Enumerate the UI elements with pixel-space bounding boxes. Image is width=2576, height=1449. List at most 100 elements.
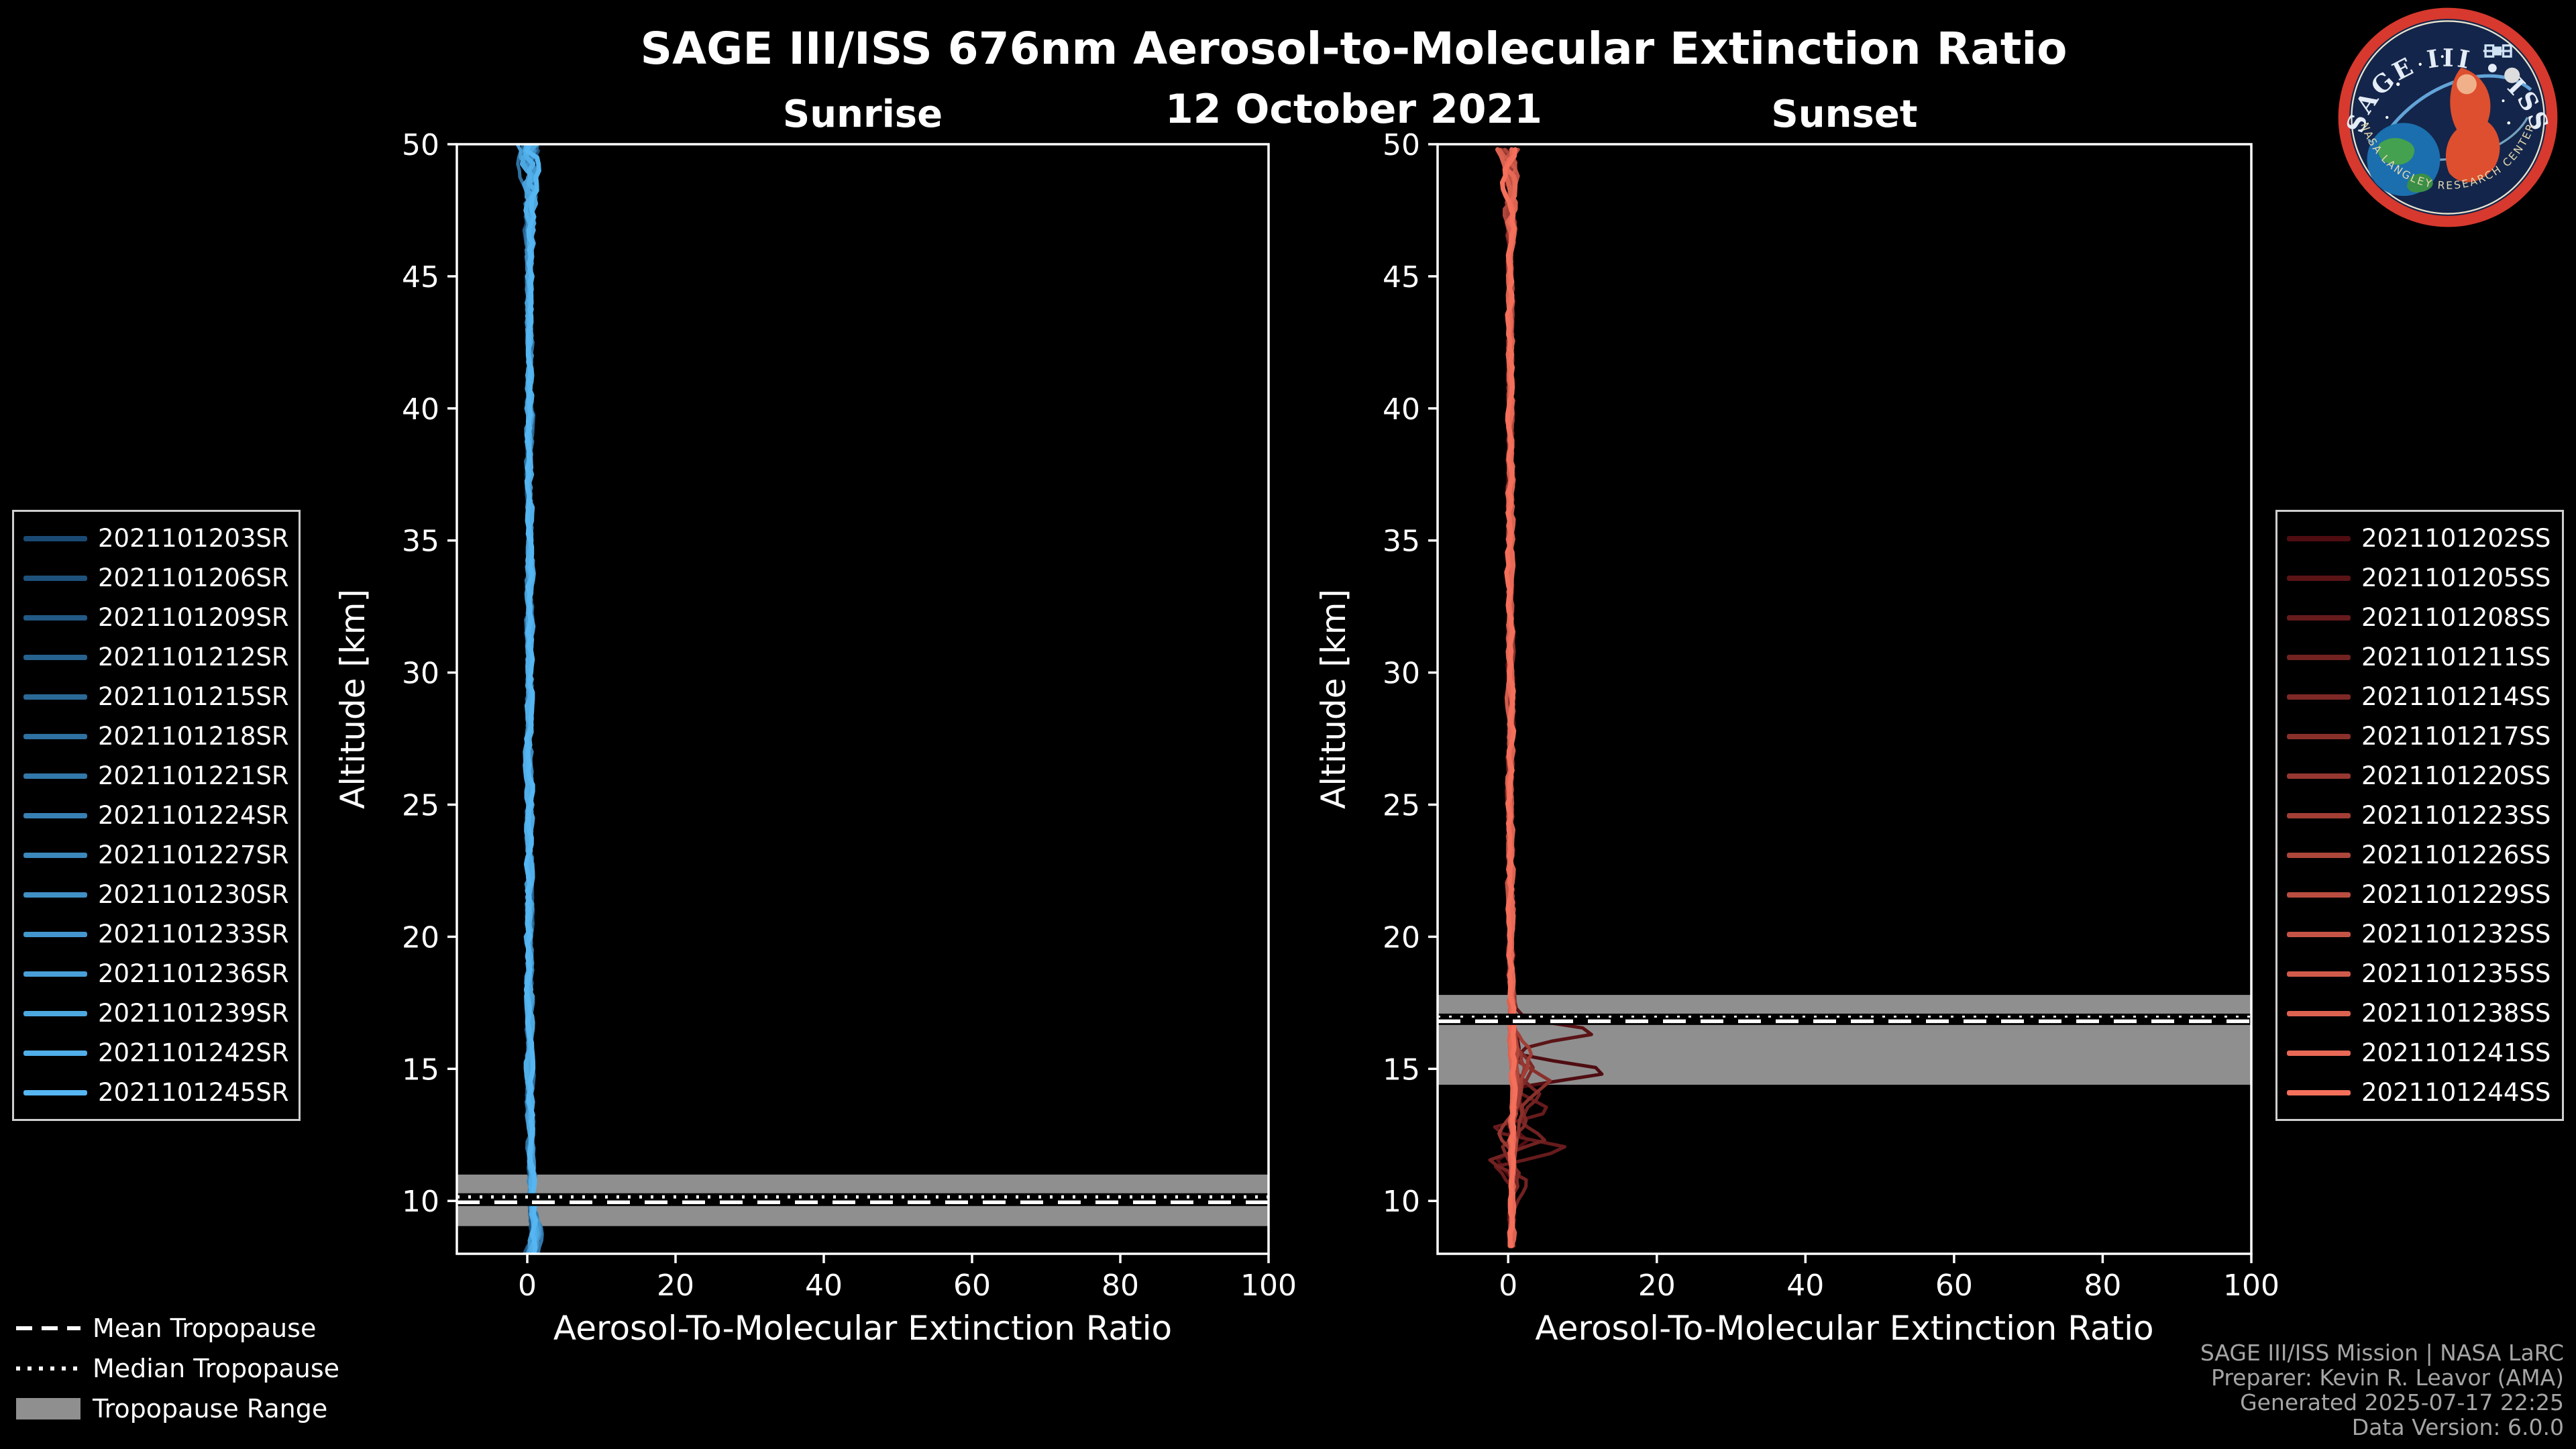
- x-tick-label: 0: [1499, 1269, 1517, 1303]
- legend-item-label: 2021101211SS: [2361, 643, 2551, 672]
- figure-title: SAGE III/ISS 676nm Aerosol-to-Molecular …: [640, 23, 2068, 74]
- legend-item-label: 2021101206SR: [98, 564, 289, 592]
- legend-item: 2021101203SR: [23, 519, 289, 558]
- legend-item-label: 2021101233SR: [98, 920, 289, 949]
- axes-frame: [455, 143, 1270, 1255]
- legend-item-label: 2021101242SR: [98, 1038, 289, 1067]
- legend-item: 2021101242SR: [23, 1033, 289, 1073]
- tropopause-range-band: [1438, 995, 2251, 1085]
- legend-item-label: 2021101226SS: [2361, 841, 2551, 869]
- legend-item: 2021101245SR: [23, 1073, 289, 1112]
- legend-item-label: 2021101230SR: [98, 880, 289, 909]
- legend-item-label: 2021101224SR: [98, 801, 289, 830]
- legend-item: 2021101214SS: [2287, 677, 2553, 716]
- profile-line-2021101245SR: [523, 144, 541, 1254]
- legend-line-swatch: [2287, 654, 2351, 660]
- legend-line-swatch: [2287, 535, 2351, 541]
- y-tick-label: 25: [402, 789, 439, 823]
- legend-item-label: 2021101212SR: [98, 643, 289, 672]
- median-tropopause-label: Median Tropopause: [93, 1354, 339, 1383]
- legend-line-swatch: [23, 812, 87, 818]
- dotted-line-swatch: [16, 1366, 80, 1371]
- credit-mission: SAGE III/ISS Mission | NASA LaRC: [2200, 1340, 2564, 1366]
- y-tick-label: 15: [1383, 1053, 1420, 1087]
- legend-line-swatch: [23, 1089, 87, 1095]
- credit-preparer: Preparer: Kevin R. Leavor (AMA): [2211, 1364, 2564, 1391]
- legend-item-label: 2021101235SS: [2361, 959, 2551, 988]
- sage-iss-mission-patch: SAGE III • ISS NASA LANGLEY RESEARCH CEN…: [2337, 7, 2559, 228]
- legend-item: 2021101238SS: [2287, 994, 2553, 1033]
- legend-item-label: 2021101220SS: [2361, 761, 2551, 790]
- legend-line-swatch: [2287, 812, 2351, 818]
- moon-icon: [2504, 67, 2520, 83]
- median-tropopause-legend-item: Median Tropopause: [16, 1348, 339, 1389]
- y-axis-label: Altitude [km]: [1314, 589, 1353, 809]
- y-tick-label: 15: [402, 1053, 439, 1087]
- tropopause-legend: Mean Tropopause Median Tropopause Tropop…: [16, 1308, 339, 1429]
- legend-line-swatch: [2287, 773, 2351, 779]
- legend-line-swatch: [2287, 614, 2351, 621]
- legend-line-swatch: [23, 852, 87, 858]
- y-tick-label: 40: [402, 392, 439, 427]
- legend-line-swatch: [2287, 694, 2351, 700]
- axes-frame: [1436, 143, 2253, 1255]
- legend-item: 2021101235SS: [2287, 954, 2553, 994]
- legend-item-label: 2021101241SS: [2361, 1038, 2551, 1067]
- credit-generated: Generated 2025-07-17 22:25: [2240, 1389, 2564, 1415]
- legend-item-label: 2021101214SS: [2361, 682, 2551, 711]
- legend-item: 2021101244SS: [2287, 1073, 2553, 1112]
- y-tick-label: 30: [1383, 657, 1420, 691]
- earth-icon: [2367, 123, 2440, 197]
- x-tick-label: 100: [2223, 1269, 2279, 1303]
- sunset-panel-title: Sunset: [1771, 93, 1918, 136]
- legend-line-swatch: [23, 654, 87, 660]
- legend-item-label: 2021101236SR: [98, 959, 289, 988]
- legend-line-swatch: [2287, 971, 2351, 977]
- legend-item-label: 2021101215SR: [98, 682, 289, 711]
- legend-line-swatch: [23, 931, 87, 937]
- x-tick-label: 20: [657, 1269, 694, 1303]
- profile-line-2021101244SS: [1499, 147, 1518, 1248]
- y-tick-label: 25: [1383, 789, 1420, 823]
- y-tick-label: 50: [402, 128, 439, 162]
- legend-item: 2021101239SR: [23, 994, 289, 1033]
- x-tick-label: 40: [805, 1269, 843, 1303]
- x-tick-label: 0: [518, 1269, 537, 1303]
- patch-inner-ring-icon: [2351, 20, 2545, 215]
- legend-item: 2021101232SS: [2287, 914, 2553, 954]
- x-tick-label: 80: [1102, 1269, 1139, 1303]
- y-tick-label: 20: [402, 920, 439, 955]
- legend-line-swatch: [2287, 1010, 2351, 1016]
- mission-patch-icon: SAGE III • ISS NASA LANGLEY RESEARCH CEN…: [2338, 7, 2558, 227]
- legend-item: 2021101229SS: [2287, 875, 2553, 914]
- legend-line-swatch: [2287, 733, 2351, 739]
- legend-item-label: 2021101232SS: [2361, 920, 2551, 949]
- legend-item-label: 2021101218SR: [98, 722, 289, 751]
- legend-item: 2021101205SS: [2287, 558, 2553, 598]
- iss-icon: [2483, 44, 2512, 58]
- mean-tropopause-legend-item: Mean Tropopause: [16, 1308, 339, 1348]
- legend-item: 2021101224SR: [23, 796, 289, 835]
- tropopause-range-label: Tropopause Range: [93, 1394, 328, 1424]
- legend-item-label: 2021101205SS: [2361, 564, 2551, 592]
- mean-tropopause-label: Mean Tropopause: [93, 1313, 317, 1343]
- legend-item-label: 2021101239SR: [98, 999, 289, 1028]
- legend-item: 2021101218SR: [23, 716, 289, 756]
- legend-item-label: 2021101221SR: [98, 761, 289, 790]
- legend-item: 2021101211SS: [2287, 637, 2553, 677]
- x-tick-label: 100: [1240, 1269, 1297, 1303]
- legend-item: 2021101217SS: [2287, 716, 2553, 756]
- y-tick-label: 35: [402, 525, 439, 559]
- sun-goddess-icon: [2445, 67, 2500, 182]
- sunset-events-legend: 2021101202SS 2021101205SS 2021101208SS 2021…: [2275, 510, 2564, 1121]
- legend-line-swatch: [23, 733, 87, 739]
- credit-data-version: Data Version: 6.0.0: [2351, 1414, 2564, 1440]
- legend-line-swatch: [23, 1050, 87, 1056]
- sunrise-plot-area: [457, 144, 1269, 1254]
- y-tick-label: 35: [1383, 525, 1420, 559]
- x-axis-label: Aerosol-To-Molecular Extinction Ratio: [553, 1309, 1172, 1348]
- legend-line-swatch: [2287, 852, 2351, 858]
- legend-item: 2021101215SR: [23, 677, 289, 716]
- legend-item: 2021101230SR: [23, 875, 289, 914]
